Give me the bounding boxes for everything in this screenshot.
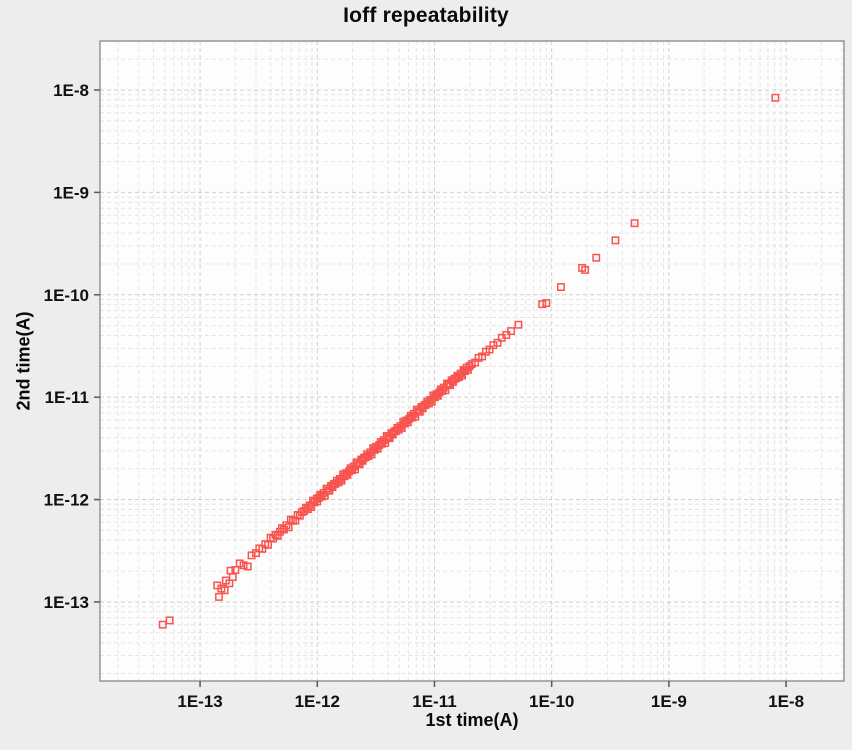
y-tick-label: 1E-12 — [44, 491, 89, 510]
data-point-marker — [514, 320, 523, 329]
data-point-marker — [284, 523, 293, 532]
data-point-marker — [215, 592, 223, 601]
data-point-marker — [611, 236, 620, 245]
x-tick-label: 1E-8 — [768, 692, 804, 711]
y-tick-label: 1E-10 — [44, 286, 89, 305]
data-point-marker — [291, 516, 300, 525]
data-point-marker — [542, 299, 551, 308]
data-point-marker — [282, 521, 291, 530]
data-point-marker — [273, 531, 282, 540]
data-point-marker — [264, 540, 272, 549]
data-point-marker — [507, 327, 515, 336]
y-tick-label: 1E-13 — [44, 593, 89, 612]
x-tick-label: 1E-10 — [529, 692, 574, 711]
y-axis-title: 2nd time(A) — [13, 311, 34, 411]
data-point-marker — [630, 219, 639, 228]
x-tick-label: 1E-9 — [651, 692, 687, 711]
data-point-marker — [165, 616, 174, 625]
data-point-marker — [286, 515, 295, 524]
data-point-marker — [239, 561, 248, 570]
data-point-marker — [247, 551, 256, 560]
data-point-marker — [231, 566, 240, 574]
data-point-marker — [489, 341, 498, 350]
y-tick-label: 1E-8 — [53, 81, 89, 100]
data-point-marker — [557, 283, 565, 291]
y-tick-label: 1E-9 — [53, 183, 89, 202]
data-point-marker — [581, 265, 590, 274]
data-point-marker — [158, 620, 167, 629]
data-point-marker — [538, 300, 547, 309]
data-point-marker — [220, 586, 229, 595]
plot-border — [99, 40, 845, 682]
data-point-marker — [280, 525, 288, 534]
data-point-marker — [243, 562, 252, 571]
y-tick-label: 1E-11 — [45, 388, 89, 407]
x-tick-label: 1E-11 — [412, 692, 456, 711]
data-point-marker — [771, 93, 780, 102]
x-tick-label: 1E-12 — [295, 692, 340, 711]
data-point-marker — [592, 253, 601, 262]
x-tick-label: 1E-13 — [177, 692, 222, 711]
data-point-marker — [493, 338, 502, 347]
x-axis-title: 1st time(A) — [425, 710, 519, 730]
chart-title: Ioff repeatability — [343, 4, 509, 27]
